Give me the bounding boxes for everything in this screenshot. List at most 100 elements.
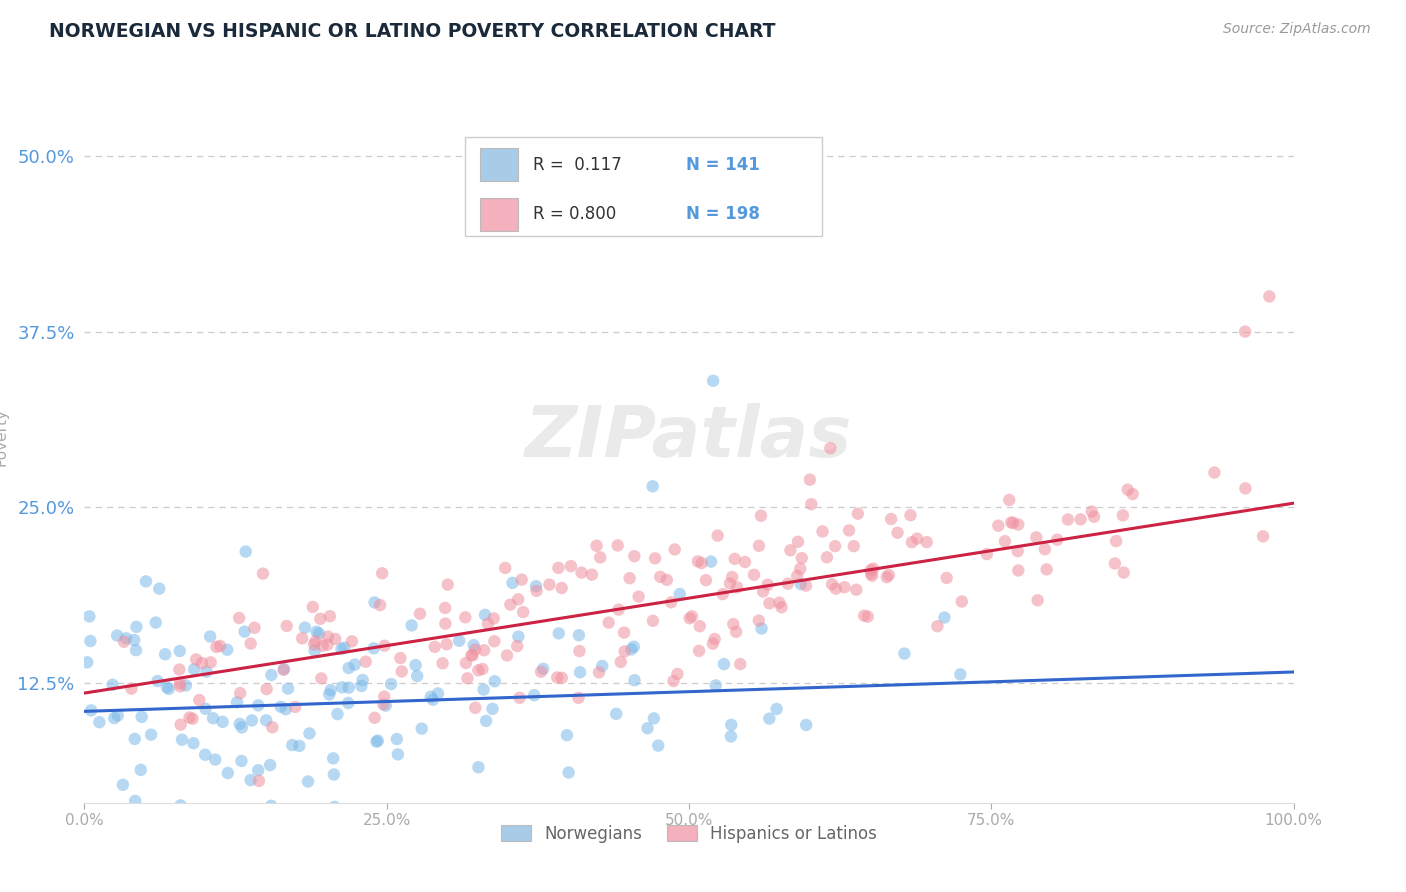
Point (330, 642, 353, 657)
Point (749, 508, 772, 523)
Point (591, 659, 613, 673)
Point (105, 628, 128, 642)
Point (688, 644, 710, 658)
Point (776, 576, 799, 591)
Point (337, 661, 360, 675)
Point (886, 525, 908, 540)
Point (461, 648, 484, 662)
Legend: Norwegians, Hispanics or Latinos: Norwegians, Hispanics or Latinos (494, 818, 884, 849)
Point (330, 681, 353, 695)
Point (157, 681, 180, 696)
Point (666, 667, 689, 681)
Point (876, 570, 898, 584)
Point (770, 600, 793, 615)
Point (472, 682, 495, 697)
Bar (479, 148, 519, 181)
Point (371, 566, 394, 581)
Point (790, 577, 813, 591)
Point (1057, 512, 1080, 526)
Point (228, 611, 250, 625)
Point (454, 656, 477, 670)
Point (291, 632, 314, 646)
Point (135, 574, 157, 589)
Point (551, 671, 574, 685)
Point (352, 673, 374, 687)
Point (423, 640, 446, 654)
Point (1258, 289, 1281, 303)
Point (200, 656, 222, 670)
Point (454, 610, 477, 624)
Point (1234, 325, 1257, 339)
Point (905, 532, 928, 546)
Point (311, 639, 333, 653)
Point (340, 634, 363, 648)
Point (191, 656, 214, 670)
Point (987, 518, 1010, 533)
Point (950, 594, 973, 608)
Point (627, 590, 650, 604)
Point (838, 524, 860, 538)
Text: R = 0.800: R = 0.800 (533, 205, 616, 223)
Point (679, 611, 702, 625)
Point (262, 720, 284, 734)
Point (613, 625, 636, 640)
Point (547, 626, 569, 640)
Point (374, 698, 396, 713)
Point (186, 652, 208, 666)
Point (568, 644, 591, 658)
Point (467, 760, 489, 774)
Point (725, 624, 748, 639)
Point (318, 688, 340, 702)
Point (194, 747, 217, 762)
Point (373, 698, 395, 712)
Point (702, 374, 724, 388)
Point (647, 739, 669, 753)
Point (508, 630, 530, 644)
Point (385, 731, 408, 746)
Point (149, 802, 172, 816)
Point (610, 655, 633, 669)
Point (1026, 593, 1049, 607)
Point (824, 539, 846, 553)
Point (1007, 564, 1029, 578)
Point (482, 611, 505, 625)
Point (79, 634, 101, 648)
Point (787, 534, 810, 549)
Point (226, 695, 249, 709)
Point (179, 710, 201, 724)
Point (758, 596, 780, 610)
Point (120, 681, 142, 696)
Text: N = 198: N = 198 (686, 205, 761, 223)
Point (613, 644, 636, 658)
Point (205, 640, 228, 654)
Point (259, 758, 281, 772)
Point (305, 624, 328, 639)
Point (742, 567, 765, 582)
Point (247, 773, 270, 788)
Point (153, 647, 176, 661)
Point (368, 598, 391, 612)
Point (323, 800, 346, 814)
Bar (479, 198, 519, 231)
Point (815, 550, 838, 565)
Point (1116, 483, 1139, 497)
Point (181, 712, 204, 726)
Point (765, 702, 787, 716)
Point (101, 678, 124, 692)
Point (794, 579, 817, 593)
Point (436, 637, 458, 651)
Point (411, 722, 433, 736)
Point (588, 665, 610, 680)
Point (302, 638, 325, 652)
Point (463, 638, 485, 652)
Point (1251, 529, 1274, 543)
Point (366, 734, 388, 748)
Point (129, 763, 152, 777)
Point (702, 637, 724, 651)
Point (689, 619, 711, 633)
Point (471, 662, 494, 676)
Text: ZIPatlas: ZIPatlas (526, 402, 852, 472)
Point (1007, 544, 1029, 558)
Point (859, 566, 882, 581)
Point (748, 614, 770, 628)
